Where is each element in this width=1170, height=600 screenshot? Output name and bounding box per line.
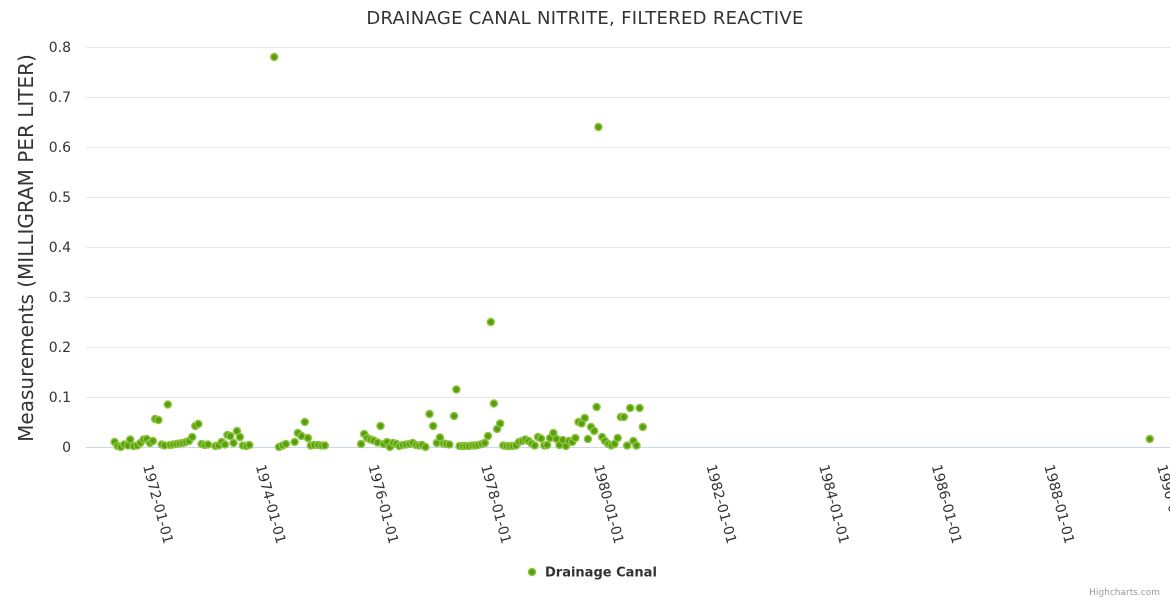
data-point[interactable] bbox=[194, 419, 203, 429]
x-tick-label: 1972-01-01 bbox=[139, 463, 176, 546]
data-point[interactable] bbox=[622, 441, 632, 450]
x-tick-label: 1986-01-01 bbox=[928, 463, 965, 546]
data-point[interactable] bbox=[187, 432, 197, 442]
y-tick-label: 0.5 bbox=[49, 190, 71, 206]
y-tick-label: 0.4 bbox=[49, 240, 71, 256]
data-point[interactable] bbox=[125, 435, 135, 444]
y-tick-label: 0.2 bbox=[49, 340, 71, 356]
data-point[interactable] bbox=[619, 412, 629, 422]
data-point[interactable] bbox=[235, 432, 245, 442]
data-point[interactable] bbox=[580, 413, 590, 423]
data-point[interactable] bbox=[449, 411, 459, 421]
x-tick-label: 1976-01-01 bbox=[364, 463, 401, 546]
y-tick-label: 0 bbox=[62, 440, 71, 456]
x-tick-label: 1974-01-01 bbox=[252, 463, 289, 546]
data-point[interactable] bbox=[154, 415, 163, 425]
x-tick-label: 1980-01-01 bbox=[590, 463, 627, 546]
data-point[interactable] bbox=[320, 441, 330, 450]
data-point[interactable] bbox=[1145, 434, 1155, 444]
data-point[interactable] bbox=[592, 402, 601, 412]
x-tick-label: 1990-01-01 bbox=[1153, 463, 1170, 546]
data-point[interactable] bbox=[428, 421, 438, 431]
data-point[interactable] bbox=[571, 433, 580, 443]
y-tick-label: 0.6 bbox=[49, 140, 71, 156]
data-point[interactable] bbox=[635, 403, 644, 413]
data-point[interactable] bbox=[229, 438, 238, 448]
data-point[interactable] bbox=[536, 434, 546, 443]
data-point[interactable] bbox=[583, 434, 593, 444]
data-point[interactable] bbox=[625, 403, 635, 413]
data-point[interactable] bbox=[245, 440, 254, 450]
x-tick-label: 1978-01-01 bbox=[477, 463, 514, 546]
data-point[interactable] bbox=[356, 439, 366, 449]
series-drainage-canal bbox=[110, 52, 1155, 452]
data-point[interactable] bbox=[589, 426, 599, 436]
data-point[interactable] bbox=[489, 399, 499, 408]
legend[interactable]: Drainage Canal bbox=[527, 566, 657, 581]
data-point[interactable] bbox=[480, 438, 490, 448]
data-point[interactable] bbox=[594, 122, 603, 132]
legend-marker bbox=[527, 567, 537, 577]
gridlines bbox=[86, 47, 1170, 398]
legend-item-drainage-canal[interactable]: Drainage Canal bbox=[545, 566, 657, 581]
data-point[interactable] bbox=[290, 437, 299, 447]
y-axis-ticks: 0 0.1 0.2 0.3 0.4 0.5 0.6 0.7 0.8 bbox=[49, 40, 71, 456]
data-point[interactable] bbox=[452, 385, 461, 394]
y-tick-label: 0.3 bbox=[49, 290, 71, 306]
x-tick-label: 1988-01-01 bbox=[1040, 463, 1077, 546]
credits-link[interactable]: Highcharts.com bbox=[1089, 588, 1160, 598]
data-point[interactable] bbox=[613, 433, 622, 443]
data-point[interactable] bbox=[281, 439, 291, 449]
data-point[interactable] bbox=[300, 417, 310, 427]
data-point[interactable] bbox=[632, 441, 641, 450]
y-tick-label: 0.7 bbox=[49, 90, 71, 106]
data-point[interactable] bbox=[638, 422, 648, 432]
data-point[interactable] bbox=[542, 440, 552, 450]
data-point[interactable] bbox=[226, 431, 235, 441]
data-point[interactable] bbox=[203, 440, 213, 449]
y-tick-label: 0.1 bbox=[49, 390, 71, 406]
x-tick-label: 1982-01-01 bbox=[703, 463, 740, 546]
data-point[interactable] bbox=[163, 400, 173, 409]
data-point[interactable] bbox=[220, 440, 230, 449]
data-point[interactable] bbox=[495, 419, 505, 428]
x-tick-label: 1984-01-01 bbox=[815, 463, 852, 546]
y-tick-label: 0.8 bbox=[49, 40, 71, 56]
chart-title: DRAINAGE CANAL NITRITE, FILTERED REACTIV… bbox=[366, 8, 803, 29]
data-point[interactable] bbox=[445, 440, 454, 449]
x-axis-ticks: 1972-01-01 1974-01-01 1976-01-01 1978-01-01… bbox=[139, 463, 1170, 546]
data-point[interactable] bbox=[483, 431, 493, 441]
data-point[interactable] bbox=[303, 433, 313, 443]
data-point[interactable] bbox=[530, 441, 539, 450]
data-point[interactable] bbox=[269, 52, 279, 62]
data-point[interactable] bbox=[421, 442, 430, 452]
data-point[interactable] bbox=[486, 317, 496, 327]
y-axis-label: Measurements (MILLIGRAM PER LITER) bbox=[14, 54, 38, 442]
data-point[interactable] bbox=[425, 409, 434, 419]
data-point[interactable] bbox=[376, 421, 385, 431]
data-point[interactable] bbox=[148, 436, 158, 446]
